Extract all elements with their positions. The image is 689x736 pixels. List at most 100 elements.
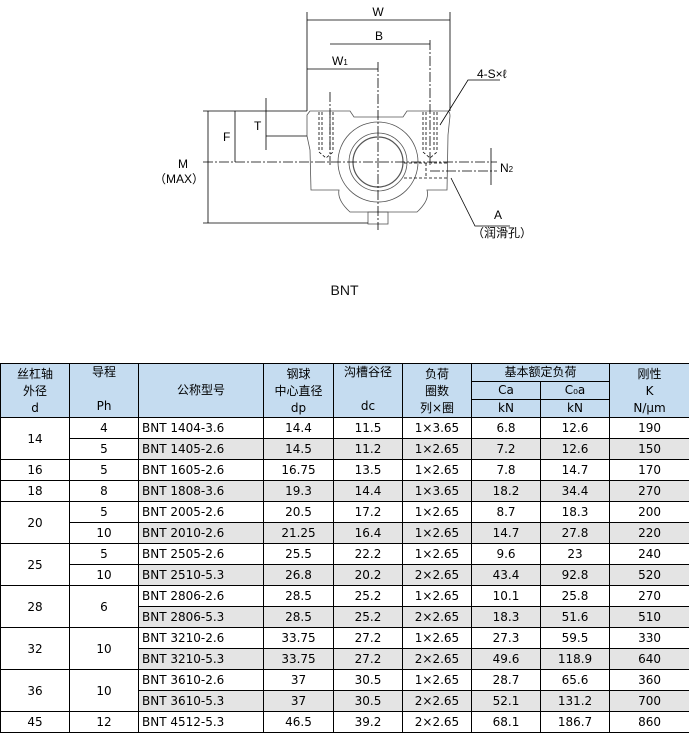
cell-ph: 10 [69, 564, 139, 586]
lubrication-hole-label: （润滑孔） [472, 226, 532, 240]
cell-k: 510 [609, 606, 689, 628]
cell-dc: 39.2 [333, 711, 403, 733]
cell-dc: 14.4 [333, 480, 403, 502]
dim-n2-label: N2 [500, 161, 514, 175]
cell-dc: 11.2 [333, 438, 403, 460]
header-rated-load: 基本额定负荷 [470, 363, 611, 382]
table-row: 10 BNT 2010-2.6 21.25 16.4 1×2.65 14.7 27.8 220 [1, 522, 689, 544]
header-c0a-unit: kN [539, 399, 611, 418]
cell-model: BNT 1404-3.6 [138, 417, 264, 439]
cell-k: 270 [609, 480, 689, 502]
cell-ph: 10 [69, 627, 139, 670]
cell-model: BNT 1605-2.6 [138, 459, 264, 481]
dim-f-label: F [223, 130, 230, 144]
cell-dc: 27.2 [333, 627, 403, 649]
cell-c0a: 23 [539, 543, 611, 565]
cell-c0a: 14.7 [539, 459, 611, 481]
cell-c0a: 51.6 [539, 606, 611, 628]
table-row: 16 5 BNT 1605-2.6 16.75 13.5 1×2.65 7.8 14.7 170 [0, 459, 689, 481]
cell-dc: 30.5 [333, 669, 403, 691]
cell-ca: 14.7 [471, 522, 541, 544]
nut-housing-outline [306, 110, 451, 213]
dim-b-label: B [375, 29, 383, 43]
header-circuits: 负荷 圈数 列×圈 [402, 363, 472, 418]
dim-w1-label: W1 [332, 54, 348, 68]
cell-c0a: 59.5 [539, 627, 611, 649]
cell-ca: 6.8 [471, 417, 541, 439]
cell-model: BNT 2005-2.6 [138, 501, 264, 523]
cell-dp: 37 [263, 690, 334, 712]
cell-k: 190 [609, 417, 689, 439]
cell-ph: 6 [69, 585, 139, 628]
cell-k: 240 [609, 543, 689, 565]
cell-circuits: 2×2.65 [402, 606, 472, 628]
cell-ca: 10.1 [471, 585, 541, 607]
cell-dp: 46.5 [263, 711, 334, 733]
cell-dp: 26.8 [263, 564, 334, 586]
cell-ca: 18.2 [471, 480, 541, 502]
cell-dp: 28.5 [263, 585, 334, 607]
cell-model: BNT 2510-5.3 [138, 564, 264, 586]
cell-model: BNT 3610-5.3 [138, 690, 264, 712]
cell-d: 14 [0, 417, 70, 460]
cell-d: 20 [0, 501, 70, 544]
cell-ca: 9.6 [471, 543, 541, 565]
cell-circuits: 1×2.65 [402, 459, 472, 481]
table-row: 14 4 BNT 1404-3.6 14.4 11.5 1×3.65 6.8 12.6 190 [0, 417, 689, 460]
cell-circuits: 2×2.65 [402, 564, 472, 586]
cell-dc: 22.2 [333, 543, 403, 565]
cell-d: 45 [0, 711, 70, 733]
cell-circuits: 1×2.65 [402, 669, 472, 691]
cell-dp: 14.4 [263, 417, 334, 439]
cell-model: BNT 3210-2.6 [138, 627, 264, 649]
cell-dp: 33.75 [263, 627, 334, 649]
cell-ca: 7.8 [471, 459, 541, 481]
dim-m-label: M [178, 157, 188, 171]
cell-model: BNT 1808-3.6 [138, 480, 264, 502]
cell-k: 640 [609, 648, 689, 670]
header-dc: 沟槽谷径 dc [333, 363, 403, 418]
cell-k: 330 [609, 627, 689, 649]
cell-k: 170 [609, 459, 689, 481]
header-k: 刚性 K N/μm [609, 363, 689, 418]
header-c0a: C₀a [539, 381, 611, 400]
cell-k: 270 [609, 585, 689, 607]
cell-ca: 8.7 [471, 501, 541, 523]
cell-dc: 13.5 [333, 459, 403, 481]
header-d: 丝杠轴 外径 d [0, 363, 70, 418]
table-row: 20 5 BNT 2005-2.6 20.5 17.2 1×2.65 8.7 18.3 200 [0, 501, 689, 544]
dim-s-label: 4-S×ℓ [477, 67, 507, 81]
cell-d: 36 [0, 669, 70, 712]
cell-d: 32 [0, 627, 70, 670]
header-ca-unit: kN [471, 399, 541, 418]
cell-ca: 52.1 [471, 690, 541, 712]
cell-c0a: 118.9 [539, 648, 611, 670]
cell-c0a: 34.4 [539, 480, 611, 502]
cell-dc: 30.5 [333, 690, 403, 712]
cell-model: BNT 3210-5.3 [138, 648, 264, 670]
cell-c0a: 92.8 [539, 564, 611, 586]
cell-ca: 68.1 [471, 711, 541, 733]
cell-circuits: 2×2.65 [402, 648, 472, 670]
table-row: 28 6 BNT 2806-2.6 28.5 25.2 1×2.65 10.1 25.8 270 [0, 585, 689, 628]
cell-dc: 25.2 [333, 585, 403, 607]
cell-dp: 19.3 [263, 480, 334, 502]
cell-c0a: 12.6 [539, 438, 611, 460]
dim-t-label: T [254, 119, 262, 133]
table-row: BNT 3610-5.3 37 30.5 2×2.65 52.1 131.2 700 [1, 690, 689, 712]
cell-model: BNT 2010-2.6 [138, 522, 264, 544]
table-row: 10 BNT 2510-5.3 26.8 20.2 2×2.65 43.4 92.8 520 [1, 564, 689, 586]
cell-c0a: 131.2 [539, 690, 611, 712]
dim-m-max-label: （MAX） [154, 172, 204, 186]
cell-c0a: 12.6 [539, 417, 611, 439]
cell-circuits: 1×2.65 [402, 543, 472, 565]
table-row: BNT 2806-5.3 28.5 25.2 2×2.65 18.3 51.6 510 [1, 606, 689, 628]
cell-c0a: 25.8 [539, 585, 611, 607]
cell-k: 220 [609, 522, 689, 544]
cell-dp: 33.75 [263, 648, 334, 670]
cell-ca: 18.3 [471, 606, 541, 628]
cell-dc: 11.5 [333, 417, 403, 439]
cell-k: 700 [609, 690, 689, 712]
table-row: BNT 3210-5.3 33.75 27.2 2×2.65 49.6 118.9 640 [1, 648, 689, 670]
spec-table: 丝杠轴 外径 d 导程 Ph 公称型号 钢球 中心直径 dp 沟槽谷径 dc 负荷 圈数 列×圈… [0, 363, 689, 733]
